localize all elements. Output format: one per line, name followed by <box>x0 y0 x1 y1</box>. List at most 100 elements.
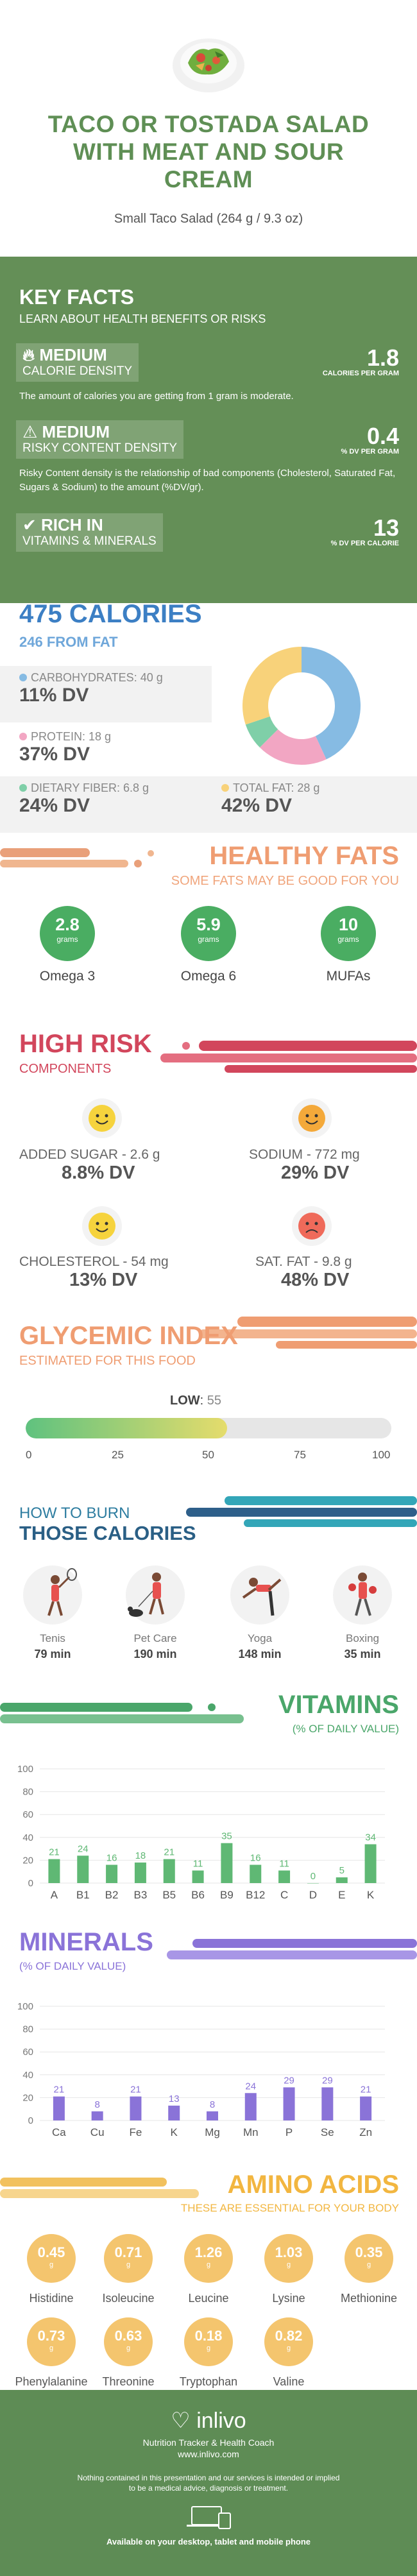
minerals-category-label: Fe <box>130 2126 142 2138</box>
vitamins-ytick: 80 <box>22 1787 33 1798</box>
fiber-dot <box>19 784 27 792</box>
minerals-title: MINERALS <box>19 1928 153 1956</box>
amino-isoleucine: 0.71 g Isoleucine <box>90 2234 167 2305</box>
glycemic-title: GLYCEMIC INDEX <box>19 1322 238 1350</box>
minerals-category-label: P <box>285 2126 293 2138</box>
footer-url[interactable]: www.inlivo.com <box>178 2449 239 2459</box>
cholesterol-face <box>82 1206 122 1246</box>
decor-stripes-risk <box>160 1041 417 1073</box>
vitamins-bar <box>77 1855 89 1883</box>
vitamins-bar <box>106 1864 118 1883</box>
omega3-badge: 2.8 grams <box>40 906 95 961</box>
minerals-subtitle: (% OF DAILY VALUE) <box>19 1960 126 1972</box>
minerals-bar <box>360 2096 372 2120</box>
footer: ♡ inlivo Nutrition Tracker & Health Coac… <box>0 2390 417 2576</box>
high-risk-subtitle: COMPONENTS <box>19 1062 112 1076</box>
vitamins-bar <box>250 1864 262 1883</box>
minerals-bar <box>321 2087 334 2120</box>
tennis-icon <box>47 1568 77 1616</box>
vitamins-value-label: 16 <box>106 1853 117 1864</box>
amino-valine: 0.82 g Valine <box>250 2317 327 2389</box>
high-risk-title: HIGH RISK <box>19 1030 152 1058</box>
decor-stripes-amino <box>0 2178 199 2198</box>
vitamins-value-label: 11 <box>193 1858 203 1869</box>
risk-sodium: SODIUM - 772 mg 29% DV <box>249 1147 360 1183</box>
vitamins-bar <box>278 1870 291 1883</box>
vitamins-bar <box>221 1843 233 1883</box>
minerals-ytick: 20 <box>22 2092 33 2103</box>
minerals-bar <box>244 2093 257 2120</box>
glycemic-bar <box>26 1418 391 1438</box>
minerals-bar <box>283 2087 295 2120</box>
happy-face-icon <box>89 1105 115 1132</box>
calorie-density-desc: The amount of calories you are getting f… <box>19 391 294 402</box>
vitamins-category-label: B6 <box>191 1889 205 1901</box>
amino-subtitle: THESE ARE ESSENTIAL FOR YOUR BODY <box>180 2202 399 2214</box>
minerals-value-label: 29 <box>284 2075 294 2086</box>
vitamins-bar <box>163 1859 175 1883</box>
vitamins-value-label: 24 <box>78 1843 89 1854</box>
sad-face-icon <box>298 1213 325 1240</box>
glycemic-readout: LOW: 55 <box>170 1394 222 1408</box>
minerals-ytick: 60 <box>22 2047 33 2058</box>
check-icon: ✔ <box>22 515 37 534</box>
vitamins-ytick: 20 <box>22 1855 33 1866</box>
minerals-category-label: Mn <box>243 2126 259 2138</box>
omega6-label: Omega 6 <box>180 969 237 984</box>
warning-icon: ⚠ <box>22 422 38 441</box>
minerals-value-label: 21 <box>54 2085 65 2095</box>
decor-stripes-vitamins <box>0 1703 244 1723</box>
donut-slice-protein <box>259 729 327 765</box>
donut-slice-fiber <box>245 716 278 748</box>
key-facts-title: KEY FACTS <box>19 286 134 309</box>
minerals-bar <box>91 2111 103 2120</box>
amino-methionine: 0.35 g Methionine <box>330 2234 407 2305</box>
risk-sugar: ADDED SUGAR - 2.6 g 8.8% DV <box>19 1147 160 1183</box>
burn-title-2: THOSE CALORIES <box>19 1522 196 1544</box>
minerals-value-label: 29 <box>322 2075 333 2086</box>
vitamins-category-label: E <box>338 1889 345 1901</box>
fat-nutrient: TOTAL FAT: 28 g 42% DV <box>221 781 320 816</box>
donut-slice-carbs <box>302 647 361 760</box>
protein-nutrient: PROTEIN: 18 g 37% DV <box>19 730 112 765</box>
vitamins-subtitle: (% OF DAILY VALUE) <box>292 1723 399 1735</box>
vitamins-category-label: C <box>280 1889 288 1901</box>
vitamins-bar <box>48 1859 60 1883</box>
vitamins-category-label: A <box>51 1889 58 1901</box>
minerals-value-label: 13 <box>169 2094 180 2104</box>
minerals-ytick: 80 <box>22 2024 33 2035</box>
vitamins-bar <box>134 1862 146 1883</box>
footer-disclaimer-2: to be a medical advice, diagnosis or tre… <box>128 2484 289 2493</box>
carbs-dot <box>19 674 27 681</box>
vitamins-value-label: 21 <box>164 1847 174 1858</box>
healthy-fats-title: HEALTHY FATS <box>209 842 399 870</box>
minerals-category-label: Ca <box>52 2126 66 2138</box>
minerals-value-label: 24 <box>245 2081 256 2092</box>
vitamins-category-label: B2 <box>105 1889 119 1901</box>
minerals-category-label: K <box>171 2126 178 2138</box>
glycemic-subtitle: ESTIMATED FOR THIS FOOD <box>19 1354 196 1368</box>
flame-icon: 🔥︎ <box>22 345 35 364</box>
amino-threonine: 0.63 g Threonine <box>90 2317 167 2389</box>
vitamins-bar <box>307 1883 319 1884</box>
amino-tryptophan: 0.18 g Tryptophan <box>170 2317 247 2389</box>
amino-lysine: 1.03 g Lysine <box>250 2234 327 2305</box>
vitamins-category-label: B9 <box>220 1889 234 1901</box>
vitamins-bar <box>364 1844 377 1883</box>
calorie-density-value: 1.8 CALORIES PER GRAM <box>322 345 399 378</box>
amino-title: AMINO ACIDS <box>227 2171 399 2199</box>
risk-satfat: SAT. FAT - 9.8 g 48% DV <box>255 1254 352 1290</box>
heart-logo-icon: ♡ <box>171 2409 191 2433</box>
minerals-category-label: Se <box>321 2126 334 2138</box>
vitamins-bar <box>192 1870 204 1883</box>
sugar-face <box>82 1098 122 1138</box>
minerals-category-label: Mg <box>205 2126 220 2138</box>
vitamins-ytick: 100 <box>17 1764 33 1775</box>
vitamins-value-label: 34 <box>365 1832 376 1843</box>
minerals-ytick: 40 <box>22 2070 33 2081</box>
minerals-bar <box>130 2096 142 2120</box>
footer-tagline: Nutrition Tracker & Health Coach <box>142 2437 275 2448</box>
decor-stripes-fats <box>0 848 154 867</box>
vitamins-value-label: 18 <box>135 1850 146 1861</box>
page-title: TACO OR TOSTADA SALAD WITH MEAT AND SOUR… <box>47 111 370 192</box>
